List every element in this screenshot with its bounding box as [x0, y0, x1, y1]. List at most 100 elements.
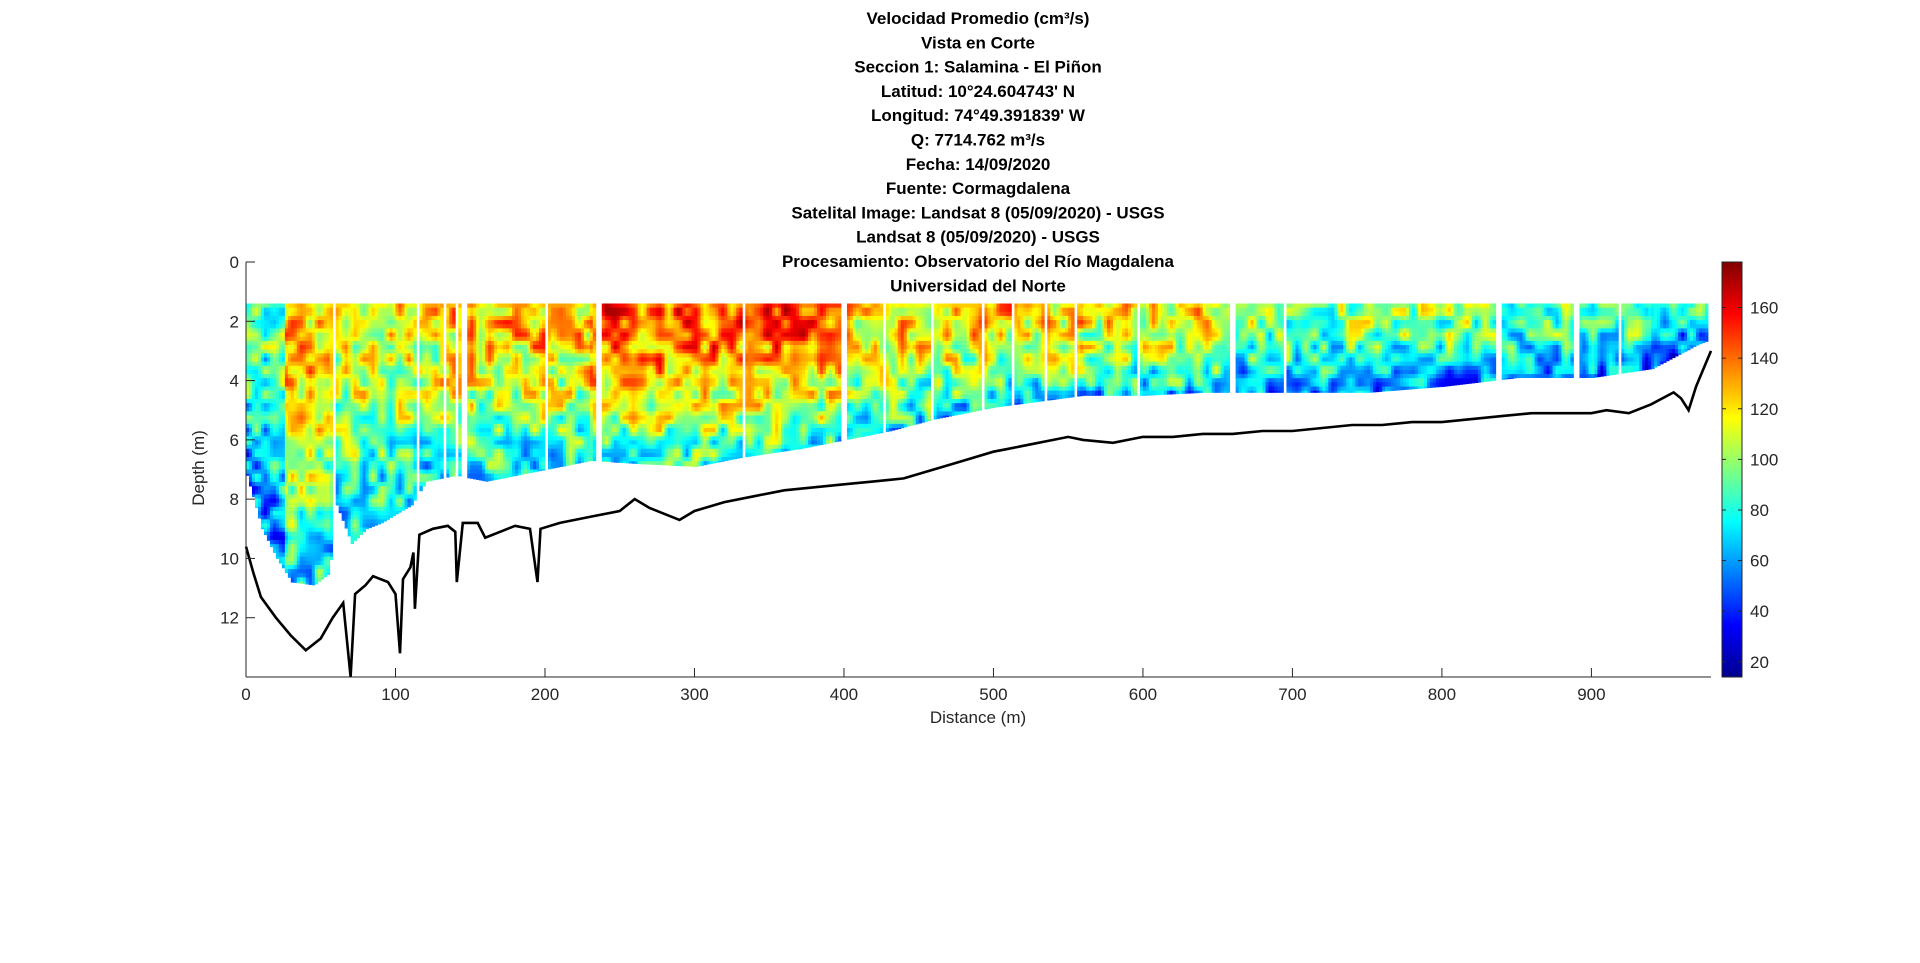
velocity-cell-3535 — [440, 349, 444, 354]
velocity-cell-400 — [266, 523, 271, 528]
velocity-cell-3730 — [458, 457, 462, 462]
velocity-cell-720 — [284, 332, 289, 338]
velocity-cell-686 — [281, 457, 286, 462]
velocity-cell-4230 — [500, 394, 504, 400]
velocity-cell-1409 — [314, 390, 319, 396]
velocity-cell-4185 — [497, 386, 501, 392]
velocity-cell-4589 — [527, 307, 531, 313]
velocity-cell-3758 — [467, 398, 471, 404]
velocity-cell-2308 — [362, 428, 366, 433]
velocity-cell-1697 — [326, 473, 331, 479]
velocity-cell-4673 — [533, 315, 537, 321]
velocity-cell-2889 — [395, 386, 399, 392]
velocity-cell-1972 — [344, 448, 349, 454]
velocity-cell-3532 — [440, 336, 444, 342]
velocity-cell-3112 — [407, 473, 411, 479]
velocity-cell-4361 — [509, 407, 513, 412]
velocity-cell-4952 — [553, 461, 558, 466]
velocity-cell-1170 — [302, 527, 307, 533]
velocity-cell-4886 — [550, 353, 555, 358]
velocity-cell-2628 — [380, 394, 384, 400]
velocity-cell-4402 — [512, 403, 516, 408]
velocity-cell-3753 — [467, 378, 471, 383]
velocity-cell-1350 — [311, 428, 316, 433]
velocity-cell-752 — [284, 465, 289, 470]
velocity-cell-458 — [269, 523, 274, 528]
velocity-cell-245 — [260, 340, 265, 346]
velocity-cell-619 — [278, 440, 283, 445]
velocity-cell-734 — [284, 390, 289, 396]
velocity-cell-106 — [251, 382, 256, 387]
velocity-cell-3945 — [479, 461, 483, 466]
velocity-cell-3084 — [407, 357, 411, 362]
velocity-cell-4693 — [533, 398, 537, 404]
velocity-cell-1172 — [302, 535, 307, 541]
velocity-cell-3332 — [425, 398, 429, 404]
velocity-cell-1094 — [299, 494, 304, 499]
velocity-cell-143 — [254, 340, 259, 346]
velocity-cell-576 — [275, 519, 280, 524]
velocity-cell-45 — [248, 315, 253, 321]
velocity-cell-2834 — [392, 374, 396, 379]
velocity-cell-881 — [290, 457, 295, 462]
velocity-cell-2640 — [380, 444, 384, 450]
velocity-cell-2000 — [347, 336, 352, 342]
velocity-cell-1793 — [335, 340, 340, 346]
velocity-cell-4914 — [553, 303, 558, 309]
velocity-cell-855 — [290, 349, 295, 354]
velocity-cell-1026 — [296, 494, 301, 499]
velocity-cell-3412 — [431, 374, 435, 379]
velocity-cell-587 — [278, 307, 283, 313]
velocity-cell-2598 — [377, 494, 381, 499]
velocity-cell-4802 — [541, 340, 546, 346]
velocity-cell-3776 — [467, 473, 471, 479]
velocity-cell-570 — [275, 494, 280, 499]
velocity-cell-2317 — [362, 465, 366, 470]
velocity-cell-2584 — [377, 436, 381, 441]
velocity-cell-4474 — [518, 353, 522, 358]
velocity-cell-3675 — [452, 403, 456, 408]
velocity-cell-3961 — [482, 349, 486, 354]
velocity-cell-1435 — [314, 498, 319, 504]
velocity-cell-2439 — [368, 511, 372, 516]
velocity-cell-1628 — [323, 461, 328, 466]
velocity-cell-2425 — [368, 452, 372, 458]
velocity-cell-488 — [272, 403, 277, 408]
velocity-cell-861 — [290, 374, 295, 379]
velocity-cell-1876 — [338, 481, 343, 487]
velocity-cell-1945 — [344, 336, 349, 342]
velocity-cell-8 — [246, 336, 250, 342]
velocity-cell-1916 — [341, 436, 346, 441]
velocity-cell-1860 — [338, 415, 343, 421]
velocity-cell-3563 — [440, 465, 444, 470]
velocity-cell-3379 — [428, 415, 432, 421]
velocity-cell-3635 — [449, 411, 453, 416]
velocity-cell-1570 — [320, 498, 325, 504]
velocity-cell-3185 — [413, 365, 417, 371]
velocity-cell-3739 — [467, 320, 471, 325]
velocity-cell-3520 — [437, 465, 441, 470]
velocity-cell-1814 — [335, 428, 340, 433]
velocity-cell-637 — [278, 515, 283, 520]
velocity-cell-4938 — [553, 403, 558, 408]
velocity-cell-2237 — [359, 365, 363, 371]
velocity-cell-4844 — [547, 345, 552, 350]
velocity-cell-3895 — [476, 432, 480, 437]
velocity-cell-73 — [248, 432, 253, 437]
velocity-cell-415 — [269, 345, 274, 350]
velocity-cell-487 — [272, 398, 277, 404]
velocity-cell-1847 — [338, 361, 343, 367]
velocity-cell-3372 — [428, 386, 432, 392]
velocity-cell-4524 — [521, 386, 525, 392]
velocity-cell-4547 — [524, 307, 528, 313]
velocity-cell-4807 — [541, 361, 546, 367]
velocity-cell-4752 — [539, 303, 543, 309]
velocity-cell-4215 — [500, 332, 504, 338]
velocity-cell-40 — [246, 469, 250, 475]
velocity-cell-2121 — [353, 361, 358, 367]
velocity-cell-851 — [290, 332, 295, 338]
velocity-cell-397 — [266, 511, 271, 516]
velocity-cell-2309 — [362, 432, 366, 437]
velocity-cell-3154 — [410, 440, 414, 445]
velocity-cell-1930 — [341, 494, 346, 499]
